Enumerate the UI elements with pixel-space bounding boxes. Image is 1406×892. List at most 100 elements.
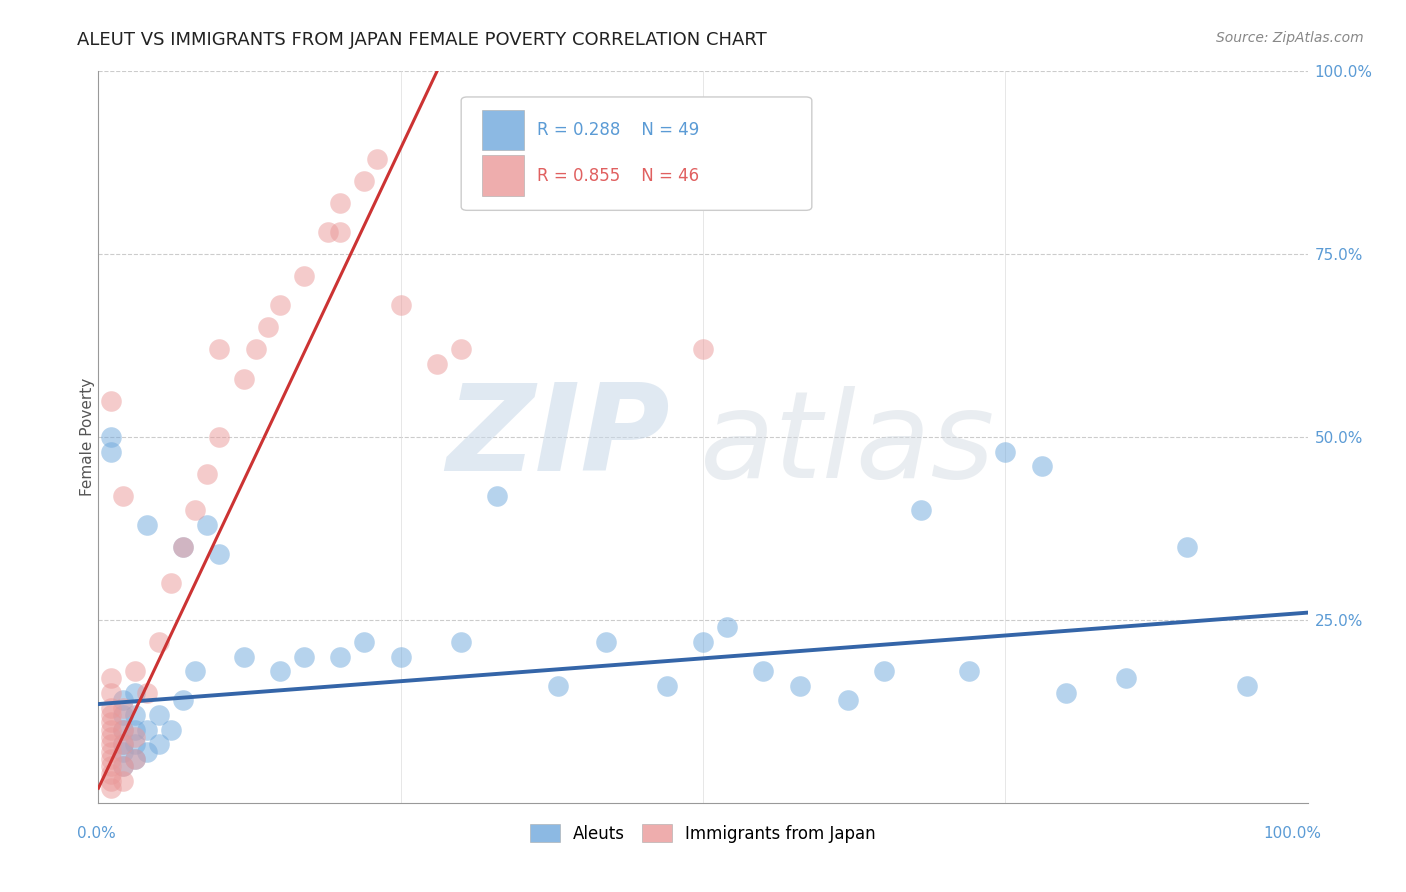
Point xyxy=(292,269,315,284)
Point xyxy=(111,745,134,759)
Point xyxy=(124,752,146,766)
Point xyxy=(111,773,134,788)
Point xyxy=(353,174,375,188)
Point xyxy=(184,503,207,517)
Point xyxy=(100,752,122,766)
Point xyxy=(450,343,472,357)
Point xyxy=(100,430,122,444)
Point xyxy=(111,759,134,773)
Point xyxy=(353,635,375,649)
Point xyxy=(100,766,122,780)
FancyBboxPatch shape xyxy=(461,97,811,211)
Text: 100.0%: 100.0% xyxy=(1264,827,1322,841)
Point xyxy=(232,649,254,664)
Point xyxy=(100,444,122,458)
Point xyxy=(124,664,146,678)
Point xyxy=(1175,540,1198,554)
Point xyxy=(135,517,157,532)
Point xyxy=(269,298,291,312)
Point xyxy=(100,700,122,714)
Point xyxy=(172,540,194,554)
Point xyxy=(148,737,170,751)
Point xyxy=(957,664,980,678)
Point xyxy=(873,664,896,678)
Point xyxy=(329,649,352,664)
Point xyxy=(837,693,859,707)
Point xyxy=(124,708,146,723)
Point xyxy=(292,649,315,664)
Point xyxy=(148,635,170,649)
Point xyxy=(1236,679,1258,693)
Point xyxy=(232,371,254,385)
Point xyxy=(172,540,194,554)
Point xyxy=(450,635,472,649)
Point xyxy=(111,708,134,723)
Point xyxy=(148,708,170,723)
Point xyxy=(245,343,267,357)
Point xyxy=(111,737,134,751)
Point xyxy=(1031,459,1053,474)
Point xyxy=(426,357,449,371)
Point xyxy=(100,672,122,686)
Point xyxy=(124,730,146,744)
Point xyxy=(172,693,194,707)
Point xyxy=(100,781,122,796)
Point xyxy=(160,723,183,737)
Point xyxy=(994,444,1017,458)
Point xyxy=(1054,686,1077,700)
Point xyxy=(100,723,122,737)
Point xyxy=(208,547,231,561)
Point xyxy=(100,730,122,744)
Y-axis label: Female Poverty: Female Poverty xyxy=(80,378,94,496)
Point xyxy=(124,737,146,751)
Point xyxy=(135,686,157,700)
Point xyxy=(752,664,775,678)
Point xyxy=(111,759,134,773)
Text: ALEUT VS IMMIGRANTS FROM JAPAN FEMALE POVERTY CORRELATION CHART: ALEUT VS IMMIGRANTS FROM JAPAN FEMALE PO… xyxy=(77,31,768,49)
Point xyxy=(329,196,352,211)
Point xyxy=(100,759,122,773)
Point xyxy=(100,737,122,751)
Point xyxy=(111,723,134,737)
Point xyxy=(124,752,146,766)
Point xyxy=(111,700,134,714)
Point xyxy=(655,679,678,693)
Point xyxy=(329,225,352,239)
Point xyxy=(366,152,388,166)
Point xyxy=(692,635,714,649)
Bar xyxy=(482,155,524,195)
Point xyxy=(486,489,509,503)
Point xyxy=(100,393,122,408)
Point xyxy=(389,649,412,664)
Point xyxy=(595,635,617,649)
Point xyxy=(269,664,291,678)
Legend: Aleuts, Immigrants from Japan: Aleuts, Immigrants from Japan xyxy=(523,818,883,849)
Point xyxy=(100,686,122,700)
Point xyxy=(124,686,146,700)
Text: 0.0%: 0.0% xyxy=(77,827,117,841)
Text: atlas: atlas xyxy=(700,386,995,503)
Point xyxy=(195,517,218,532)
Text: ZIP: ZIP xyxy=(446,378,669,496)
Point xyxy=(111,737,134,751)
Point xyxy=(256,320,278,334)
Point xyxy=(100,745,122,759)
Point xyxy=(1115,672,1137,686)
Point xyxy=(910,503,932,517)
Point xyxy=(547,679,569,693)
Text: R = 0.288    N = 49: R = 0.288 N = 49 xyxy=(537,121,700,139)
Point xyxy=(208,343,231,357)
Point xyxy=(100,773,122,788)
Point xyxy=(208,430,231,444)
Point xyxy=(135,723,157,737)
Point xyxy=(111,489,134,503)
Text: R = 0.855    N = 46: R = 0.855 N = 46 xyxy=(537,167,699,185)
Point xyxy=(692,343,714,357)
Point xyxy=(716,620,738,634)
Point xyxy=(100,715,122,730)
Point xyxy=(195,467,218,481)
Point xyxy=(100,708,122,723)
Point xyxy=(111,723,134,737)
Point xyxy=(184,664,207,678)
Point xyxy=(316,225,339,239)
